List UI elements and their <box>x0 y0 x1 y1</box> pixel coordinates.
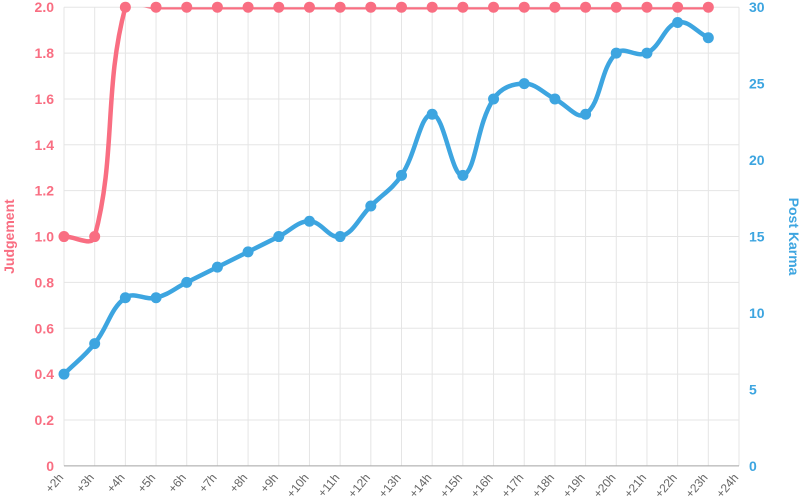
svg-text:+2h: +2h <box>42 471 66 496</box>
svg-text:+16h: +16h <box>468 471 496 500</box>
svg-text:30: 30 <box>749 0 765 15</box>
svg-text:0.4: 0.4 <box>35 366 55 382</box>
svg-text:Post Karma: Post Karma <box>786 198 800 276</box>
svg-text:25: 25 <box>749 76 765 92</box>
svg-text:+8h: +8h <box>227 471 251 496</box>
svg-text:10: 10 <box>749 305 765 321</box>
svg-text:5: 5 <box>749 381 757 397</box>
svg-text:+20h: +20h <box>590 471 618 500</box>
svg-text:+13h: +13h <box>376 471 404 500</box>
svg-text:20: 20 <box>749 152 765 168</box>
svg-text:+4h: +4h <box>104 471 128 496</box>
svg-text:+21h: +21h <box>621 471 649 500</box>
svg-text:1.0: 1.0 <box>35 229 55 245</box>
svg-text:0.8: 0.8 <box>35 274 55 290</box>
svg-text:1.4: 1.4 <box>35 137 55 153</box>
svg-text:+17h: +17h <box>498 471 526 500</box>
svg-text:1.2: 1.2 <box>35 183 55 199</box>
svg-text:+23h: +23h <box>683 471 711 500</box>
svg-text:+5h: +5h <box>135 471 159 496</box>
svg-text:+14h: +14h <box>406 471 434 500</box>
svg-text:+15h: +15h <box>437 471 465 500</box>
svg-text:+3h: +3h <box>73 471 97 496</box>
svg-text:0.6: 0.6 <box>35 320 55 336</box>
svg-text:+9h: +9h <box>257 471 281 496</box>
svg-text:+10h: +10h <box>284 471 312 500</box>
svg-text:+22h: +22h <box>652 471 680 500</box>
svg-text:+11h: +11h <box>315 471 343 500</box>
svg-text:1.8: 1.8 <box>35 45 55 61</box>
svg-text:+18h: +18h <box>529 471 557 500</box>
svg-text:15: 15 <box>749 229 765 245</box>
svg-text:+19h: +19h <box>560 471 588 500</box>
svg-text:+6h: +6h <box>165 471 189 496</box>
svg-text:+12h: +12h <box>345 471 373 500</box>
svg-text:2.0: 2.0 <box>35 0 55 15</box>
svg-text:0: 0 <box>749 458 757 474</box>
svg-text:1.6: 1.6 <box>35 91 55 107</box>
svg-text:+7h: +7h <box>196 471 220 496</box>
svg-text:0.2: 0.2 <box>35 412 55 428</box>
svg-text:+24h: +24h <box>713 471 741 500</box>
svg-text:Judgement: Judgement <box>1 199 17 274</box>
svg-text:0: 0 <box>46 458 54 474</box>
